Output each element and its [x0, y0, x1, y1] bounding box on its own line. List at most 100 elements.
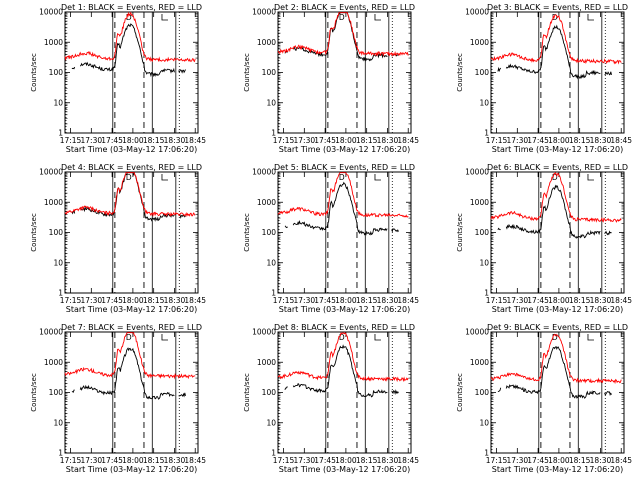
- series-line-events: [71, 347, 186, 400]
- x-tick-label: 18:45: [397, 296, 419, 305]
- y-tick-label: 10000: [465, 8, 489, 17]
- corner-marker: [374, 14, 381, 21]
- x-tick-label: 17:15: [273, 296, 295, 305]
- x-tick-label: 17:30: [294, 296, 316, 305]
- series-line-lld: [64, 172, 196, 218]
- corner-marker: [587, 174, 594, 181]
- x-tick-label: 17:45: [527, 456, 549, 465]
- chart-title: Det 6: BLACK = Events, RED = LLD: [487, 163, 628, 172]
- annotation-label: D: [126, 173, 132, 182]
- y-tick-label: 10000: [39, 168, 63, 177]
- y-tick-label: 1: [58, 449, 63, 458]
- x-tick-label: 17:45: [527, 296, 549, 305]
- chart-title: Det 5: BLACK = Events, RED = LLD: [274, 163, 415, 172]
- annotation-label: D: [339, 333, 345, 342]
- series-line-events: [497, 346, 612, 399]
- y-tick-label: 1: [271, 449, 276, 458]
- x-tick-label: 17:45: [101, 296, 123, 305]
- x-tick-label: 17:45: [527, 136, 549, 145]
- y-axis-label: Counts/sec: [456, 373, 464, 412]
- y-tick-label: 1000: [257, 198, 276, 207]
- chart-title: Det 9: BLACK = Events, RED = LLD: [487, 323, 628, 332]
- x-tick-label: 18:45: [397, 456, 419, 465]
- x-tick-label: 18:30: [377, 136, 399, 145]
- y-tick-label: 10000: [252, 328, 276, 337]
- y-tick-label: 1: [271, 129, 276, 138]
- y-tick-label: 10: [266, 418, 276, 427]
- y-axis-label: Counts/sec: [30, 53, 38, 92]
- x-tick-label: 18:30: [377, 456, 399, 465]
- corner-marker: [587, 334, 594, 341]
- x-axis-label: Start Time (03-May-12 17:06:20): [66, 305, 197, 314]
- annotation-label: D: [552, 333, 558, 342]
- chart-title: Det 1: BLACK = Events, RED = LLD: [61, 3, 202, 12]
- x-axis-label: Start Time (03-May-12 17:06:20): [66, 465, 197, 474]
- series-line-lld: [490, 333, 622, 385]
- series-line-events: [284, 181, 399, 236]
- x-axis-label: Start Time (03-May-12 17:06:20): [66, 145, 197, 154]
- chart-title: Det 7: BLACK = Events, RED = LLD: [61, 323, 202, 332]
- x-axis-label: Start Time (03-May-12 17:06:20): [492, 145, 623, 154]
- x-tick-label: 18:00: [122, 296, 144, 305]
- y-tick-label: 1: [484, 289, 489, 298]
- y-tick-label: 10: [53, 98, 63, 107]
- plot-frame: [490, 11, 625, 134]
- y-tick-label: 1: [484, 449, 489, 458]
- y-axis-label: Counts/sec: [243, 53, 251, 92]
- series-line-lld: [64, 332, 196, 380]
- x-tick-label: 17:45: [314, 456, 336, 465]
- x-axis-label: Start Time (03-May-12 17:06:20): [492, 465, 623, 474]
- series-line-events: [497, 184, 612, 239]
- x-tick-label: 18:30: [164, 136, 186, 145]
- y-axis-label: Counts/sec: [30, 213, 38, 252]
- x-tick-label: 18:15: [569, 456, 591, 465]
- x-tick-label: 17:15: [60, 456, 82, 465]
- corner-marker: [161, 334, 168, 341]
- y-tick-label: 1: [484, 129, 489, 138]
- chart-title: Det 2: BLACK = Events, RED = LLD: [274, 3, 415, 12]
- x-tick-label: 18:15: [356, 456, 378, 465]
- x-tick-label: 18:30: [164, 296, 186, 305]
- chart-panel: Det 5: BLACK = Events, RED = LLD 1 10 100 10…: [243, 163, 419, 314]
- corner-marker: [374, 174, 381, 181]
- x-tick-label: 17:45: [314, 136, 336, 145]
- series-line-events: [71, 23, 186, 78]
- y-tick-label: 1000: [44, 198, 63, 207]
- x-tick-label: 17:15: [486, 296, 508, 305]
- y-tick-label: 100: [475, 68, 490, 77]
- plot-frame: [277, 171, 412, 294]
- x-tick-label: 17:30: [294, 136, 316, 145]
- y-tick-label: 1: [271, 289, 276, 298]
- x-tick-label: 17:30: [507, 136, 529, 145]
- y-tick-label: 100: [49, 228, 64, 237]
- x-tick-label: 18:00: [548, 296, 570, 305]
- chart-panel: Det 1: BLACK = Events, RED = LLD 1 10 100 10…: [30, 3, 206, 154]
- corner-marker: [161, 174, 168, 181]
- y-tick-label: 100: [262, 388, 277, 397]
- annotation-label: D: [339, 13, 345, 22]
- y-tick-label: 10: [266, 258, 276, 267]
- chart-title: Det 3: BLACK = Events, RED = LLD: [487, 3, 628, 12]
- x-tick-label: 18:45: [610, 136, 632, 145]
- x-tick-label: 18:30: [590, 296, 612, 305]
- series-line-events: [497, 24, 612, 80]
- chart-panel: Det 2: BLACK = Events, RED = LLD 1 10 100 10…: [243, 3, 419, 154]
- x-tick-label: 18:30: [377, 296, 399, 305]
- corner-marker: [161, 14, 168, 21]
- y-tick-label: 1: [58, 289, 63, 298]
- series-line-lld: [64, 11, 196, 63]
- x-tick-label: 17:30: [507, 296, 529, 305]
- series-line-lld: [490, 171, 622, 223]
- x-tick-label: 17:30: [81, 296, 103, 305]
- y-tick-label: 10000: [252, 168, 276, 177]
- y-tick-label: 100: [49, 388, 64, 397]
- x-tick-label: 18:00: [335, 136, 357, 145]
- y-tick-label: 100: [262, 68, 277, 77]
- chart-panel: Det 6: BLACK = Events, RED = LLD 1 10 100 10…: [456, 163, 632, 314]
- x-tick-label: 17:30: [507, 456, 529, 465]
- chart-panel: Det 8: BLACK = Events, RED = LLD 1 10 100 10…: [243, 323, 419, 474]
- x-tick-label: 18:45: [184, 296, 206, 305]
- plot-frame: [277, 331, 412, 454]
- x-axis-label: Start Time (03-May-12 17:06:20): [279, 465, 410, 474]
- plot-frame: [490, 331, 625, 454]
